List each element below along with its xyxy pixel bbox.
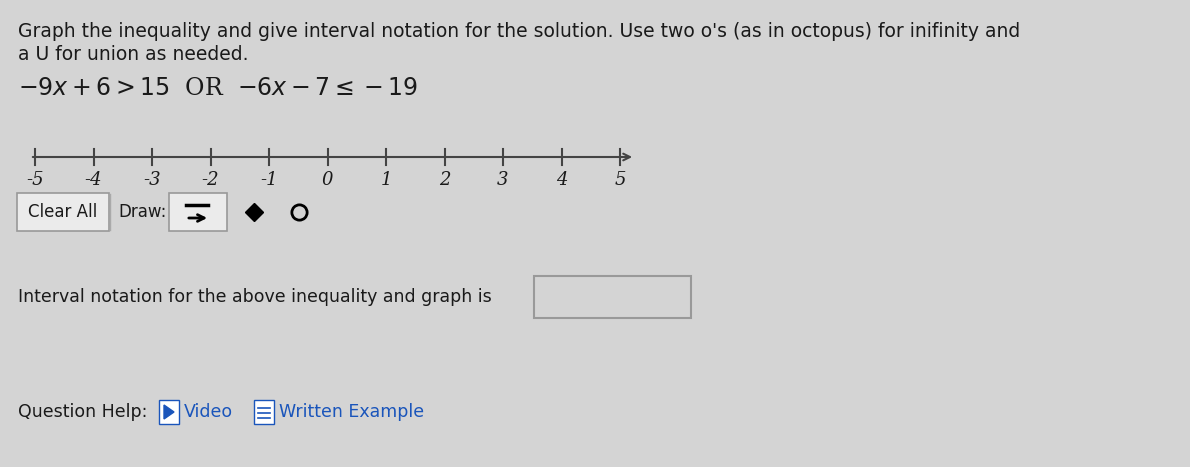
Text: 3: 3 xyxy=(497,171,509,189)
Text: -5: -5 xyxy=(26,171,44,189)
Text: 1: 1 xyxy=(381,171,392,189)
Text: -4: -4 xyxy=(84,171,102,189)
FancyBboxPatch shape xyxy=(17,193,109,231)
Text: -2: -2 xyxy=(201,171,219,189)
FancyBboxPatch shape xyxy=(253,400,274,424)
Text: 4: 4 xyxy=(556,171,568,189)
FancyBboxPatch shape xyxy=(169,193,227,231)
Text: Written Example: Written Example xyxy=(278,403,424,421)
FancyBboxPatch shape xyxy=(534,276,691,318)
Text: 5: 5 xyxy=(614,171,626,189)
Text: $-9x+6>15$  OR  $-6x-7\leq-19$: $-9x+6>15$ OR $-6x-7\leq-19$ xyxy=(18,77,419,100)
Text: Question Help:: Question Help: xyxy=(18,403,148,421)
FancyBboxPatch shape xyxy=(159,400,178,424)
Text: a U for union as needed.: a U for union as needed. xyxy=(18,45,249,64)
Polygon shape xyxy=(164,405,174,419)
Text: 0: 0 xyxy=(321,171,333,189)
Text: -3: -3 xyxy=(143,171,161,189)
Text: -1: -1 xyxy=(261,171,277,189)
Text: Interval notation for the above inequality and graph is: Interval notation for the above inequali… xyxy=(18,288,497,306)
Text: 2: 2 xyxy=(439,171,450,189)
Text: Clear All: Clear All xyxy=(29,203,98,221)
Text: Draw:: Draw: xyxy=(118,203,167,221)
Text: Graph the inequality and give interval notation for the solution. Use two o's (a: Graph the inequality and give interval n… xyxy=(18,22,1020,41)
Text: Video: Video xyxy=(184,403,233,421)
